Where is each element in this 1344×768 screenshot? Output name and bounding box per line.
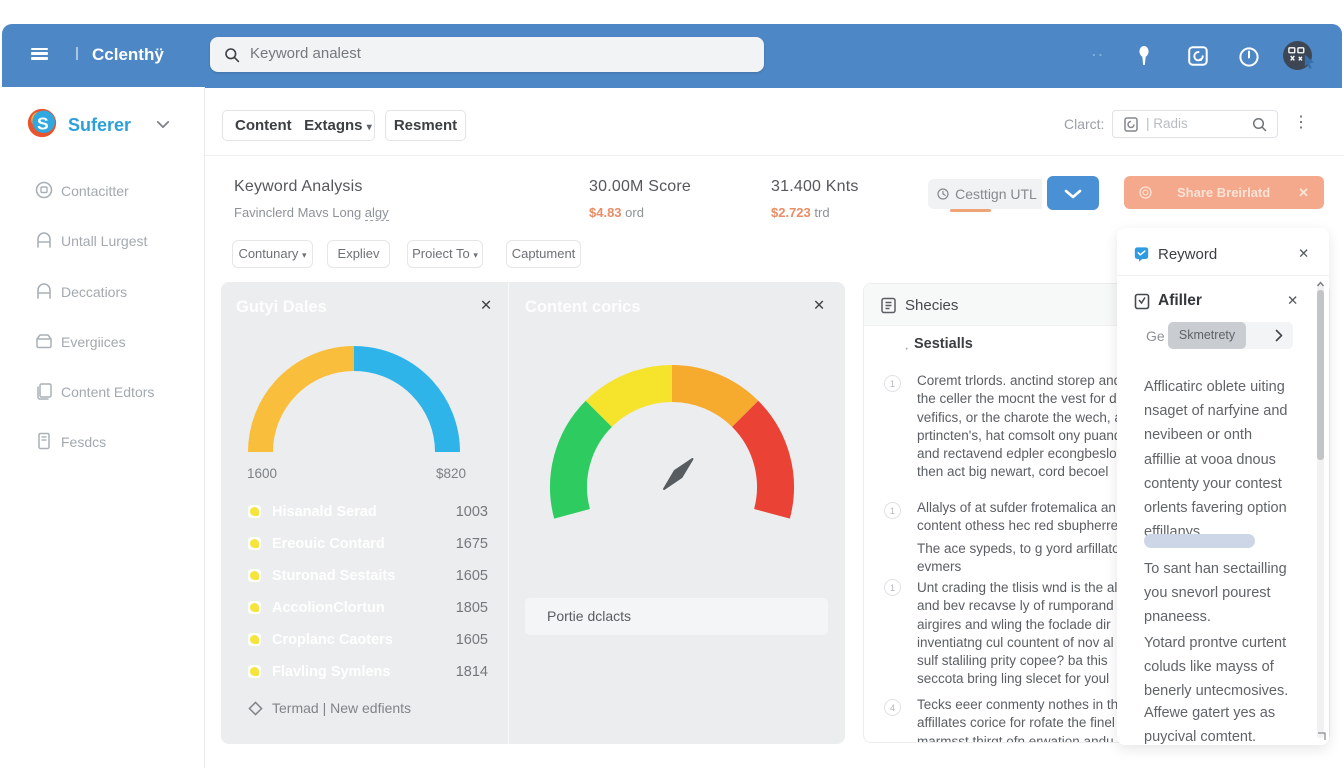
- svg-text:S: S: [37, 113, 49, 133]
